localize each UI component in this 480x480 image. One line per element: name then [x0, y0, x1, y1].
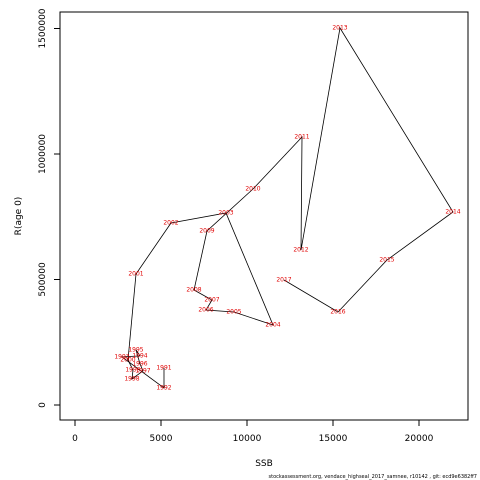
- footer: stockassessment.org, vendace_highseal_20…: [269, 474, 478, 480]
- point-label: 1992: [156, 385, 171, 392]
- point-label: 1997: [135, 367, 150, 374]
- point-label: 2011: [294, 134, 309, 141]
- point-label: 2008: [186, 286, 201, 293]
- point-label: 2002: [163, 219, 178, 226]
- x-axis-label: SSB: [255, 459, 273, 469]
- point-label: 2010: [245, 186, 260, 193]
- point-label: 2015: [379, 256, 394, 263]
- point-label: 1999: [125, 367, 140, 374]
- point-label: 1991: [156, 365, 171, 372]
- series-line: [120, 26, 454, 389]
- y-tick-label: 1500000: [38, 8, 48, 48]
- point-label: 1993: [114, 353, 129, 360]
- point-label: 2007: [204, 297, 219, 304]
- point-label: 2009: [199, 228, 214, 235]
- point-label: 2005: [226, 309, 241, 316]
- point-label: 2001: [128, 270, 143, 277]
- point-label: 1998: [124, 375, 139, 382]
- x-tick-label: 5000: [150, 434, 173, 444]
- y-axis-label: R(age 0): [14, 197, 24, 236]
- x-tick-label: 10000: [233, 434, 262, 444]
- point-label: 2016: [330, 309, 345, 316]
- point-label: 1995: [128, 346, 143, 353]
- point-label: 1994: [132, 352, 147, 359]
- point-label: 2017: [276, 277, 291, 284]
- point-label: 2014: [445, 209, 460, 216]
- point-label: 2004: [265, 322, 280, 329]
- point-label: 2003: [218, 209, 233, 216]
- plot-frame: [59, 11, 469, 421]
- x-tick-label: 20000: [405, 434, 434, 444]
- x-tick-label: 15000: [319, 434, 348, 444]
- point-label: 2006: [198, 306, 213, 313]
- y-tick-label: 500000: [38, 262, 48, 297]
- point-label: 2012: [293, 247, 308, 254]
- point-label: 2000: [120, 356, 135, 363]
- y-tick-label: 1000000: [38, 134, 48, 174]
- x-tick-label: 0: [72, 434, 78, 444]
- y-tick-label: 0: [38, 402, 48, 408]
- point-label: 2013: [332, 24, 347, 31]
- point-label: 1996: [132, 360, 147, 367]
